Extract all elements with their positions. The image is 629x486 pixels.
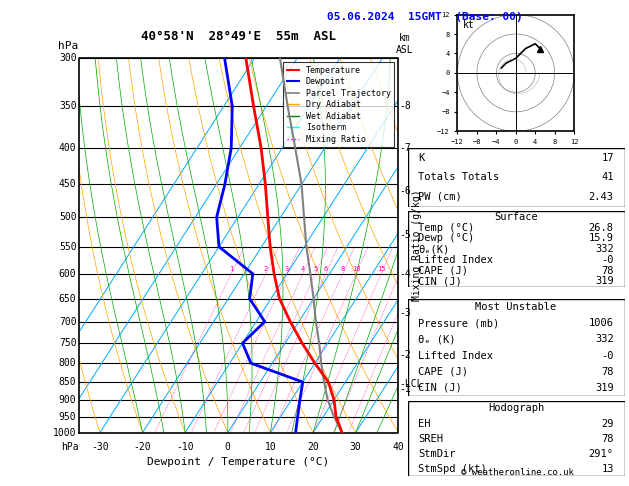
- Text: kt: kt: [464, 20, 475, 31]
- Text: 41: 41: [601, 173, 614, 182]
- Text: 319: 319: [595, 277, 614, 286]
- Text: 700: 700: [59, 317, 77, 327]
- Text: 350: 350: [59, 101, 77, 111]
- Text: -2: -2: [399, 350, 411, 360]
- Text: CIN (J): CIN (J): [418, 383, 462, 393]
- Text: 30: 30: [350, 442, 362, 452]
- Text: 750: 750: [59, 338, 77, 348]
- Text: -10: -10: [176, 442, 194, 452]
- Text: CIN (J): CIN (J): [418, 277, 462, 286]
- Text: -3: -3: [399, 308, 411, 318]
- Text: Most Unstable: Most Unstable: [476, 302, 557, 312]
- Legend: Temperature, Dewpoint, Parcel Trajectory, Dry Adiabat, Wet Adiabat, Isotherm, Mi: Temperature, Dewpoint, Parcel Trajectory…: [283, 63, 394, 147]
- Text: 78: 78: [601, 434, 614, 444]
- Text: 15: 15: [377, 266, 386, 272]
- Text: hPa: hPa: [58, 41, 79, 51]
- Text: 3: 3: [285, 266, 289, 272]
- Text: 600: 600: [59, 269, 77, 279]
- Text: 40: 40: [392, 442, 404, 452]
- Text: 950: 950: [59, 412, 77, 421]
- Text: 332: 332: [595, 244, 614, 254]
- Text: Surface: Surface: [494, 212, 538, 222]
- Text: Lifted Index: Lifted Index: [418, 255, 493, 265]
- Text: 1000: 1000: [53, 428, 77, 437]
- Text: CAPE (J): CAPE (J): [418, 265, 469, 276]
- Text: 900: 900: [59, 395, 77, 405]
- Text: StmDir: StmDir: [418, 449, 456, 459]
- Text: Dewpoint / Temperature (°C): Dewpoint / Temperature (°C): [147, 457, 330, 467]
- Text: K: K: [418, 153, 425, 163]
- Text: EH: EH: [418, 418, 431, 429]
- Text: 800: 800: [59, 358, 77, 368]
- Text: -7: -7: [399, 143, 411, 153]
- Text: 17: 17: [601, 153, 614, 163]
- Text: 26.8: 26.8: [589, 223, 614, 233]
- Text: Dewp (°C): Dewp (°C): [418, 233, 475, 243]
- Text: Hodograph: Hodograph: [488, 403, 544, 414]
- Text: -LCL: -LCL: [399, 379, 423, 389]
- Text: 1006: 1006: [589, 318, 614, 328]
- Text: CAPE (J): CAPE (J): [418, 367, 469, 377]
- Text: 2: 2: [264, 266, 268, 272]
- Text: 0: 0: [225, 442, 231, 452]
- Text: © weatheronline.co.uk: © weatheronline.co.uk: [460, 468, 574, 477]
- Text: 10: 10: [265, 442, 276, 452]
- Text: 8: 8: [340, 266, 345, 272]
- Text: 4: 4: [301, 266, 305, 272]
- Text: -30: -30: [91, 442, 109, 452]
- Text: km
ASL: km ASL: [396, 33, 413, 54]
- Text: 550: 550: [59, 242, 77, 252]
- Text: 291°: 291°: [589, 449, 614, 459]
- Text: Mixing Ratio (g/kg): Mixing Ratio (g/kg): [413, 190, 423, 301]
- Text: 2.43: 2.43: [589, 192, 614, 202]
- Text: 20: 20: [307, 442, 319, 452]
- Text: 5: 5: [313, 266, 318, 272]
- Text: 500: 500: [59, 212, 77, 222]
- Text: 15.9: 15.9: [589, 233, 614, 243]
- Text: Temp (°C): Temp (°C): [418, 223, 475, 233]
- Text: 300: 300: [59, 53, 77, 63]
- Text: -20: -20: [134, 442, 152, 452]
- Text: 400: 400: [59, 143, 77, 153]
- Text: θₑ (K): θₑ (K): [418, 334, 456, 345]
- Text: -8: -8: [399, 101, 411, 111]
- Text: -0: -0: [601, 350, 614, 361]
- Text: 1: 1: [229, 266, 233, 272]
- Text: 78: 78: [601, 367, 614, 377]
- Text: 10: 10: [352, 266, 360, 272]
- Text: SREH: SREH: [418, 434, 443, 444]
- Text: -6: -6: [399, 186, 411, 196]
- Text: -1: -1: [399, 384, 411, 394]
- Text: -5: -5: [399, 230, 411, 240]
- Text: 450: 450: [59, 179, 77, 190]
- Text: 78: 78: [601, 265, 614, 276]
- Text: -4: -4: [399, 269, 411, 279]
- Text: PW (cm): PW (cm): [418, 192, 462, 202]
- Text: 40°58'N  28°49'E  55m  ASL: 40°58'N 28°49'E 55m ASL: [141, 30, 336, 43]
- Text: hPa: hPa: [61, 442, 79, 452]
- Text: -0: -0: [601, 255, 614, 265]
- Text: 29: 29: [601, 418, 614, 429]
- Text: 650: 650: [59, 294, 77, 304]
- Text: StmSpd (kt): StmSpd (kt): [418, 464, 487, 474]
- Text: 332: 332: [595, 334, 614, 345]
- Text: Totals Totals: Totals Totals: [418, 173, 499, 182]
- Text: 6: 6: [324, 266, 328, 272]
- Text: 13: 13: [601, 464, 614, 474]
- Text: 05.06.2024  15GMT  (Base: 00): 05.06.2024 15GMT (Base: 00): [326, 12, 523, 22]
- Text: Lifted Index: Lifted Index: [418, 350, 493, 361]
- Text: 850: 850: [59, 377, 77, 387]
- Text: 319: 319: [595, 383, 614, 393]
- Text: θₑ(K): θₑ(K): [418, 244, 450, 254]
- Text: Pressure (mb): Pressure (mb): [418, 318, 499, 328]
